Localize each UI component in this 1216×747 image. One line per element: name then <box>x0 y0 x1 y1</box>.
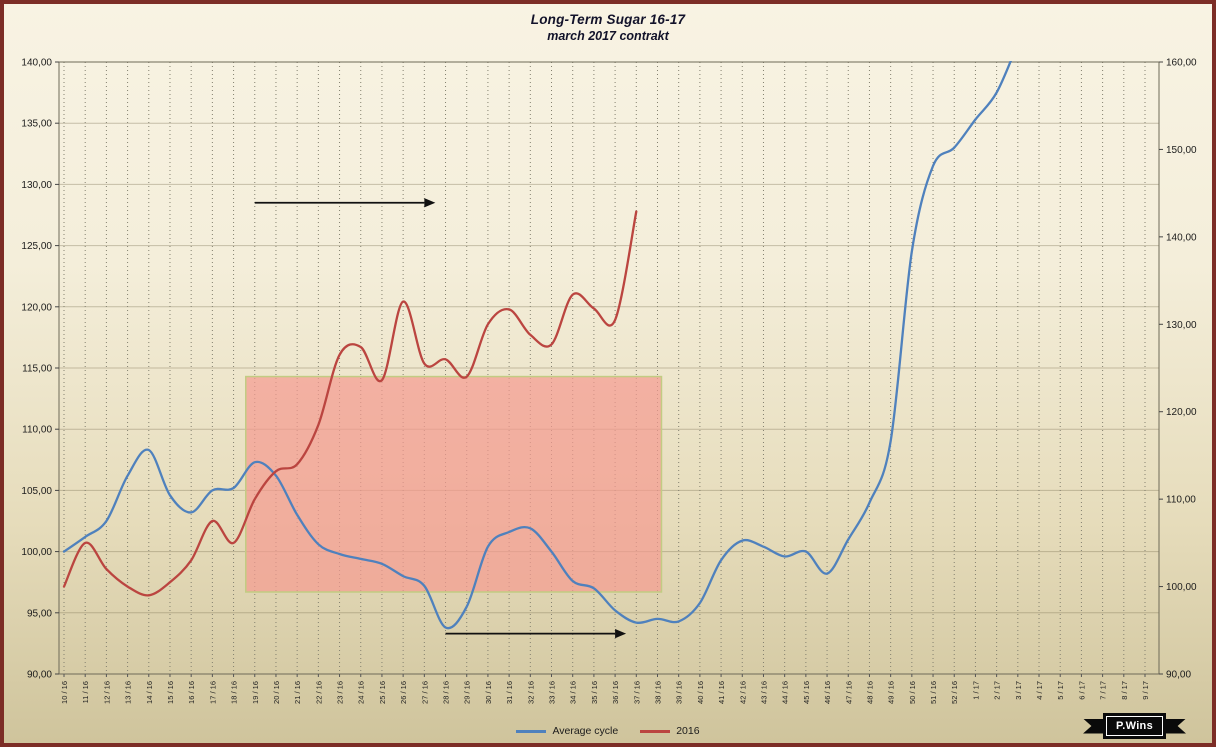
left-axis-tick-label: 110,00 <box>22 425 52 436</box>
chart-legend: Average cycle 2016 <box>4 725 1212 737</box>
x-axis-category-label: 3 / 17 <box>1014 681 1023 700</box>
x-axis-category-label: 41 / 16 <box>717 681 726 704</box>
left-axis: 140,00 135,00 130,00 125,00 120,00 115,00 110,… <box>21 58 59 681</box>
annotation-arrow <box>254 198 436 208</box>
right-axis: 160,00 150,00 140,00 130,00 120,00 110,00 100,… <box>1159 58 1197 681</box>
series-layer <box>62 61 1013 630</box>
legend-item: Average cycle <box>516 725 618 737</box>
x-axis-category-label: 26 / 16 <box>399 681 408 704</box>
legend-item: 2016 <box>640 725 700 737</box>
x-axis-category-label: 13 / 16 <box>124 681 133 704</box>
left-axis-tick-label: 125,00 <box>21 241 52 252</box>
left-axis-tick-label: 130,00 <box>21 180 52 191</box>
x-axis-category-label: 28 / 16 <box>442 681 451 704</box>
x-axis-category-label: 52 / 16 <box>950 681 959 704</box>
x-axis-category-label: 18 / 16 <box>230 681 239 704</box>
x-axis-category-label: 20 / 16 <box>272 681 281 704</box>
left-axis-tick-label: 90,00 <box>27 670 52 681</box>
legend-label: Average cycle <box>552 725 619 737</box>
left-axis-tick-label: 140,00 <box>21 58 52 69</box>
x-axis-category-label: 42 / 16 <box>738 681 747 704</box>
arrowhead-icon <box>424 198 436 208</box>
x-axis-category-label: 21 / 16 <box>293 681 302 704</box>
x-axis-category-label: 40 / 16 <box>696 681 705 704</box>
right-axis-tick-label: 160,00 <box>1166 58 1197 69</box>
chart-svg: 140,00 135,00 130,00 125,00 120,00 115,00 110,… <box>21 58 1197 704</box>
x-axis-category-label: 11 / 16 <box>81 681 90 703</box>
x-axis-category-label: 16 / 16 <box>187 681 196 704</box>
x-axis-category-label: 37 / 16 <box>632 681 641 704</box>
x-axis-category-label: 14 / 16 <box>145 681 154 704</box>
left-axis-tick-label: 95,00 <box>27 608 52 619</box>
x-axis-category-label: 24 / 16 <box>357 681 366 704</box>
ribbon-tail-right-icon <box>1156 718 1186 734</box>
legend-line-swatch <box>640 729 671 733</box>
left-axis-tick-label: 115,00 <box>22 364 52 375</box>
x-axis-category-label: 39 / 16 <box>675 681 684 704</box>
x-axis-category-label: 2 / 17 <box>993 681 1002 700</box>
x-axis-category-label: 8 / 17 <box>1120 681 1129 700</box>
x-axis-category-label: 38 / 16 <box>653 681 662 704</box>
left-axis-tick-label: 105,00 <box>21 486 52 497</box>
x-axis-category-label: 5 / 17 <box>1056 681 1065 700</box>
x-axis-category-label: 27 / 16 <box>420 681 429 704</box>
x-axis-category-label: 32 / 16 <box>526 681 535 704</box>
ribbon-tail-left-icon <box>1083 718 1114 734</box>
x-axis-category-label: 25 / 16 <box>378 681 387 704</box>
legend-line-swatch <box>516 729 547 733</box>
x-axis-category-label: 1 / 17 <box>971 681 980 700</box>
annotation-arrow <box>445 629 627 639</box>
x-axis-category-label: 6 / 17 <box>1077 681 1086 700</box>
x-axis-category-label: 29 / 16 <box>463 681 472 704</box>
x-axis-category-label: 22 / 16 <box>314 681 323 704</box>
x-axis-category-label: 47 / 16 <box>844 681 853 704</box>
left-axis-tick-label: 135,00 <box>21 119 52 130</box>
x-axis-category-label: 10 / 16 <box>60 681 69 704</box>
x-axis-category-label: 49 / 16 <box>887 681 896 704</box>
left-axis-tick-label: 100,00 <box>21 547 52 558</box>
watermark-ribbon: P.Wins <box>1083 716 1186 736</box>
x-axis-category-label: 45 / 16 <box>802 681 811 704</box>
x-axis-category-label: 12 / 16 <box>102 681 111 704</box>
x-axis-category-label: 4 / 17 <box>1035 681 1044 700</box>
x-axis-category-label: 33 / 16 <box>548 681 557 704</box>
series-average-cycle <box>62 61 1013 630</box>
left-axis-tick-label: 120,00 <box>21 302 52 313</box>
watermark-label: P.Wins <box>1106 716 1163 736</box>
right-axis-tick-label: 140,00 <box>1166 232 1197 243</box>
series-2016 <box>62 210 638 597</box>
x-axis-labels: 10 / 16 11 / 16 12 / 16 13 / 16 14 / 16 15 / … <box>60 674 1150 704</box>
x-axis-category-label: 43 / 16 <box>759 681 768 704</box>
right-axis-tick-label: 120,00 <box>1166 407 1197 418</box>
arrowhead-icon <box>615 629 627 639</box>
right-axis-tick-label: 110,00 <box>1166 495 1196 506</box>
x-axis-category-label: 23 / 16 <box>336 681 345 704</box>
x-axis-category-label: 9 / 17 <box>1141 681 1150 700</box>
x-axis-category-label: 7 / 17 <box>1099 681 1108 700</box>
x-axis-category-label: 30 / 16 <box>484 681 493 704</box>
x-axis-category-label: 15 / 16 <box>166 681 175 704</box>
x-axis-category-label: 35 / 16 <box>590 681 599 704</box>
legend-label: 2016 <box>676 725 700 737</box>
x-axis-category-label: 34 / 16 <box>569 681 578 704</box>
x-axis-category-label: 51 / 16 <box>929 681 938 704</box>
x-axis-category-label: 50 / 16 <box>908 681 917 704</box>
right-axis-tick-label: 100,00 <box>1166 582 1197 593</box>
x-axis-category-label: 19 / 16 <box>251 681 260 704</box>
x-axis-category-label: 36 / 16 <box>611 681 620 704</box>
right-axis-tick-label: 90,00 <box>1166 670 1191 681</box>
right-axis-tick-label: 150,00 <box>1166 145 1197 156</box>
x-axis-category-label: 17 / 16 <box>208 681 217 704</box>
x-axis-category-label: 31 / 16 <box>505 681 514 704</box>
right-axis-tick-label: 130,00 <box>1166 320 1197 331</box>
x-axis-category-label: 46 / 16 <box>823 681 832 704</box>
highlight-box <box>245 375 663 593</box>
x-axis-category-label: 48 / 16 <box>865 681 874 704</box>
x-axis-category-label: 44 / 16 <box>781 681 790 704</box>
